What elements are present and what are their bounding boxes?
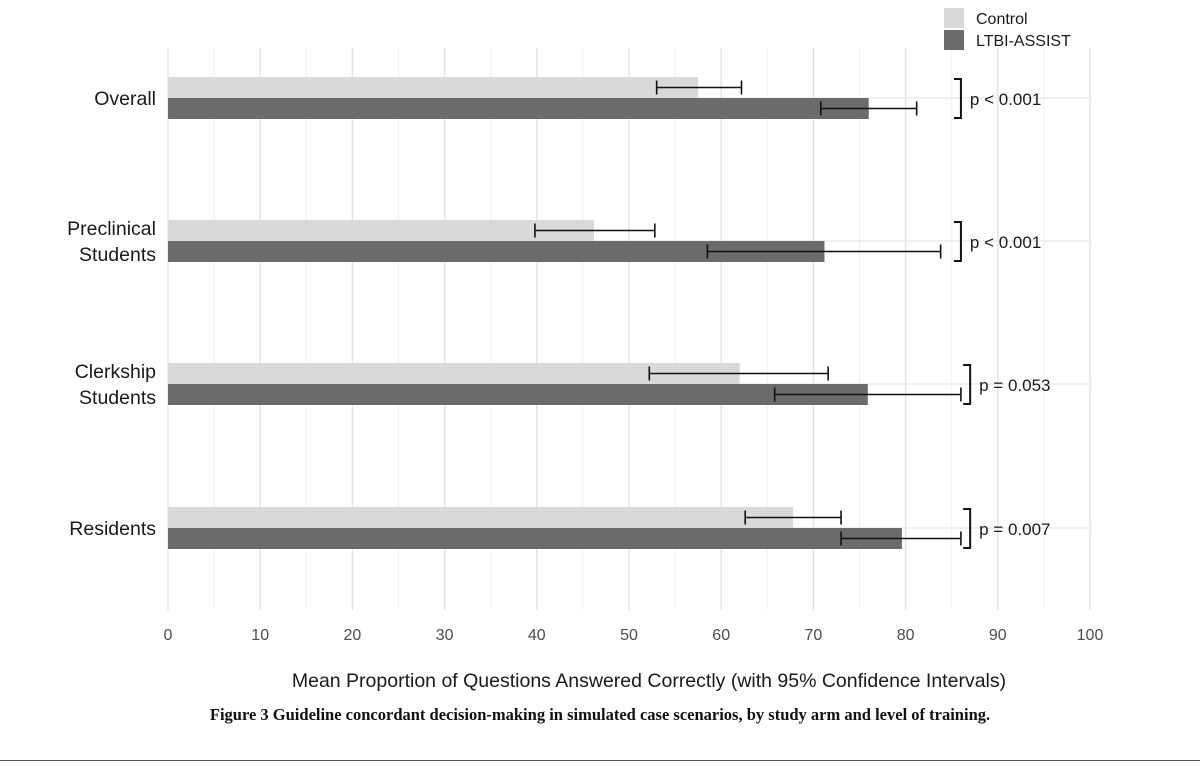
p-value-bracket bbox=[963, 364, 972, 405]
figure-caption: Figure 3 Guideline concordant decision-m… bbox=[209, 705, 991, 724]
p-value-bracket bbox=[963, 508, 972, 549]
x-tick-label: 10 bbox=[251, 627, 269, 644]
bar-ltbi-assist bbox=[168, 528, 902, 549]
bar-control bbox=[168, 77, 699, 98]
x-axis-title: Mean Proportion of Questions Answered Co… bbox=[292, 670, 1006, 692]
bar-ltbi-assist bbox=[168, 241, 825, 262]
p-value-bracket bbox=[953, 78, 962, 119]
p-value-label: p < 0.001 bbox=[970, 233, 1041, 252]
bottom-rule bbox=[0, 760, 1200, 761]
category-label: Clerkship Students bbox=[75, 361, 157, 409]
p-value-label: p = 0.007 bbox=[979, 520, 1050, 539]
category-label: Preclinical Students bbox=[67, 218, 156, 266]
x-tick-label: 60 bbox=[712, 627, 730, 644]
x-tick-label: 90 bbox=[989, 627, 1007, 644]
category-label: Residents bbox=[69, 518, 156, 540]
bar-ltbi-assist bbox=[168, 98, 869, 119]
x-tick-label: 70 bbox=[805, 627, 823, 644]
chart: Overall Preclinical Students Clerkship Stude… bbox=[67, 8, 1104, 692]
bar-ltbi-assist bbox=[168, 384, 868, 405]
legend-label: Control bbox=[976, 11, 1028, 28]
legend-swatch-ltbi-assist bbox=[944, 30, 964, 50]
bar-control bbox=[168, 507, 794, 528]
x-tick-label: 20 bbox=[344, 627, 362, 644]
p-value-label: p = 0.053 bbox=[979, 376, 1050, 395]
p-value-bracket bbox=[953, 221, 962, 262]
bar-control bbox=[168, 363, 740, 384]
legend-label: LTBI-ASSIST bbox=[976, 33, 1071, 50]
bar-control bbox=[168, 220, 594, 241]
p-value-label: p < 0.001 bbox=[970, 90, 1041, 109]
x-tick-label: 40 bbox=[528, 627, 546, 644]
x-tick-label: 80 bbox=[897, 627, 915, 644]
x-tick-label: 100 bbox=[1077, 627, 1104, 644]
x-tick-label: 0 bbox=[164, 627, 173, 644]
x-tick-label: 30 bbox=[436, 627, 454, 644]
legend-swatch-control bbox=[944, 8, 964, 28]
x-tick-label: 50 bbox=[620, 627, 638, 644]
category-label: Overall bbox=[94, 88, 156, 110]
